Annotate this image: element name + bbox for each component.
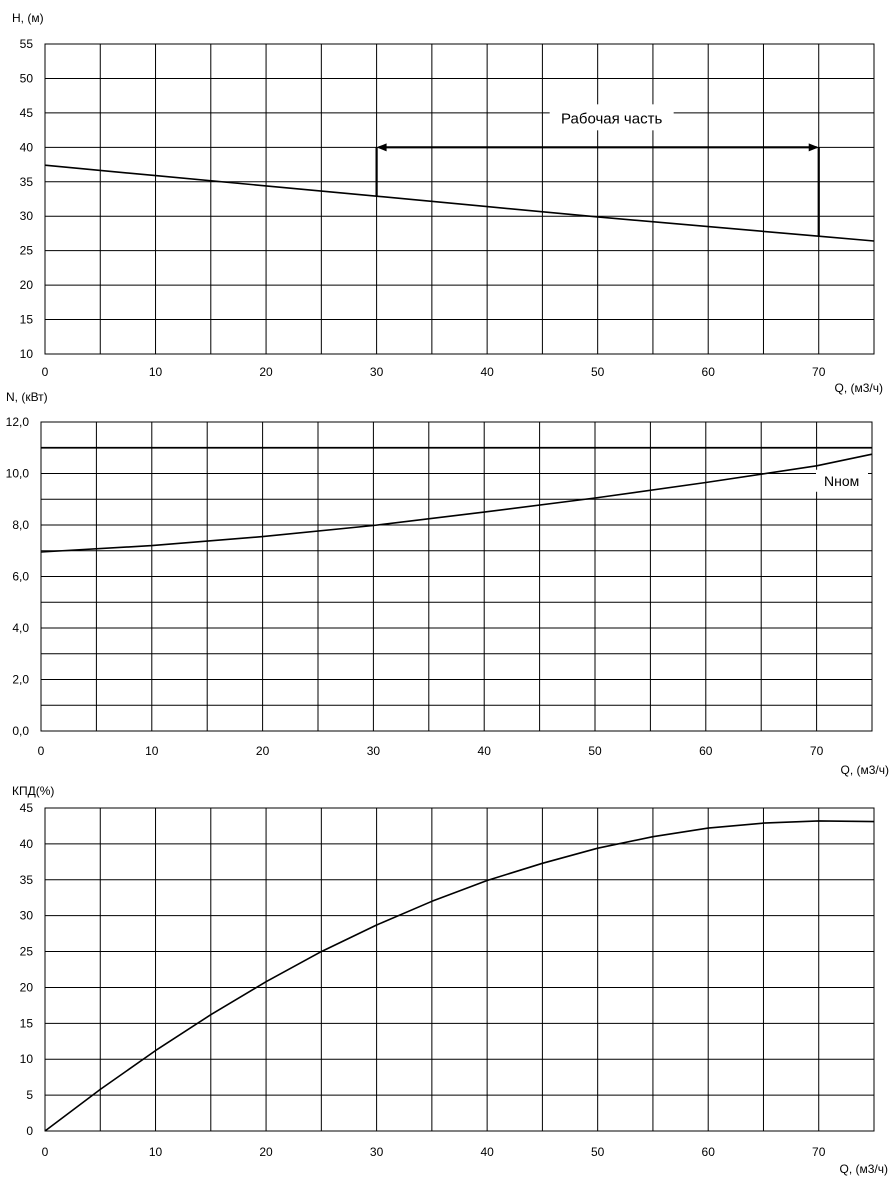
efficiency-chart-x-tick-label: 40 bbox=[480, 1145, 494, 1159]
head-chart-y-tick-label: 20 bbox=[20, 278, 34, 292]
efficiency-chart-y-tick-label: 45 bbox=[20, 801, 34, 815]
head-chart-y-tick-label: 25 bbox=[20, 244, 34, 258]
efficiency-chart-x-tick-label: 30 bbox=[370, 1145, 384, 1159]
power-chart-y-tick-label: 4,0 bbox=[12, 621, 29, 635]
efficiency-chart-y-tick-label: 15 bbox=[20, 1016, 34, 1030]
head-chart-curve bbox=[44, 164, 875, 242]
efficiency-chart-series bbox=[44, 820, 875, 1132]
head-chart-plot-frame bbox=[44, 43, 875, 355]
head-chart-x-tick-label: 30 bbox=[370, 365, 384, 379]
power-chart-plot-frame bbox=[40, 421, 873, 732]
efficiency-chart-x-tick-label: 0 bbox=[42, 1145, 49, 1159]
head-chart-y-tick-label: 15 bbox=[20, 313, 34, 327]
efficiency-chart-y-tick-label: 10 bbox=[20, 1052, 34, 1066]
power-chart-y-tick-label: 10,0 bbox=[6, 467, 30, 481]
efficiency-chart-x-tick-label: 20 bbox=[259, 1145, 273, 1159]
power-chart-ticks: 0 10 20 30 40 50 60 70 0,0 2,0 4,0 6,0 8,0 10,0 12,0 bbox=[6, 415, 824, 758]
efficiency-chart-x-tick-label: 10 bbox=[149, 1145, 163, 1159]
efficiency-chart-plot-frame bbox=[44, 807, 875, 1132]
working-range-label: Рабочая часть bbox=[561, 110, 662, 127]
head-chart-x-tick-label: 20 bbox=[259, 365, 273, 379]
power-chart-y-tick-label: 6,0 bbox=[12, 570, 29, 584]
power-chart-x-tick-label: 40 bbox=[478, 744, 492, 758]
head-chart-x-tick-label: 40 bbox=[480, 365, 494, 379]
power-chart-x-tick-label: 0 bbox=[38, 744, 45, 758]
head-chart-x-tick-label: 0 bbox=[42, 365, 49, 379]
efficiency-chart-y-tick-label: 0 bbox=[26, 1124, 33, 1138]
efficiency-chart-x-tick-label: 70 bbox=[812, 1145, 826, 1159]
power-chart-x-axis-title: Q, (м3/ч) bbox=[840, 763, 889, 777]
head-chart-y-tick-label: 35 bbox=[20, 175, 34, 189]
working-range-arrowhead-right bbox=[808, 143, 819, 152]
efficiency-chart-ticks: 0 10 20 30 40 50 60 70 0 5 10 15 20 25 30 35 40 45 bbox=[20, 801, 826, 1159]
power-chart-y-tick-label: 2,0 bbox=[12, 673, 29, 687]
power-chart: 0 10 20 30 40 50 60 70 0,0 2,0 4,0 6,0 8,0 10,0 12,0 N… bbox=[6, 390, 889, 777]
power-chart-y-tick-label: 12,0 bbox=[6, 415, 30, 429]
head-chart-x-axis-title: Q, (м3/ч) bbox=[834, 381, 883, 395]
power-chart-x-tick-label: 60 bbox=[699, 744, 713, 758]
head-chart-x-tick-label: 60 bbox=[702, 365, 716, 379]
head-chart-x-tick-label: 50 bbox=[591, 365, 605, 379]
power-chart-x-tick-label: 10 bbox=[145, 744, 159, 758]
nominal-power-label-background bbox=[816, 469, 868, 492]
power-chart-x-tick-label: 30 bbox=[367, 744, 381, 758]
head-chart-ticks: 0 10 20 30 40 50 60 70 10 15 20 25 30 35 40 45 50 55 bbox=[20, 37, 826, 379]
efficiency-chart-y-tick-label: 25 bbox=[20, 945, 34, 959]
efficiency-chart-y-tick-label: 35 bbox=[20, 873, 34, 887]
power-chart-x-tick-label: 70 bbox=[810, 744, 824, 758]
head-chart-series bbox=[44, 164, 875, 242]
working-range-arrowhead-left bbox=[376, 143, 387, 152]
nominal-power-label: Nном bbox=[824, 473, 859, 489]
efficiency-chart: 0 10 20 30 40 50 60 70 0 5 10 15 20 25 30 35 40 45 КПД(%)… bbox=[12, 784, 888, 1176]
head-chart-grid bbox=[45, 44, 874, 354]
power-chart-nominal: Nном bbox=[41, 446, 872, 492]
power-chart-x-tick-label: 20 bbox=[256, 744, 270, 758]
power-chart-curve bbox=[40, 453, 873, 553]
efficiency-chart-y-axis-title: КПД(%) bbox=[12, 784, 54, 798]
efficiency-chart-x-tick-label: 50 bbox=[591, 1145, 605, 1159]
efficiency-chart-x-tick-label: 60 bbox=[702, 1145, 716, 1159]
efficiency-chart-y-tick-label: 30 bbox=[20, 909, 34, 923]
power-chart-series bbox=[40, 453, 873, 553]
power-chart-y-axis-title: N, (кВт) bbox=[6, 390, 48, 404]
power-chart-y-tick-label: 0,0 bbox=[12, 724, 29, 738]
working-range-label-background bbox=[549, 104, 674, 131]
efficiency-chart-y-tick-label: 5 bbox=[26, 1088, 33, 1102]
efficiency-chart-curve bbox=[44, 820, 875, 1132]
head-chart-y-tick-label: 55 bbox=[20, 37, 34, 51]
efficiency-chart-grid bbox=[45, 808, 874, 1131]
head-chart-y-axis-title: H, (м) bbox=[12, 11, 44, 25]
head-chart-y-tick-label: 40 bbox=[20, 140, 34, 154]
efficiency-chart-y-tick-label: 40 bbox=[20, 837, 34, 851]
head-chart-x-tick-label: 10 bbox=[149, 365, 163, 379]
head-chart-y-tick-label: 30 bbox=[20, 209, 34, 223]
power-chart-y-tick-label: 8,0 bbox=[12, 518, 29, 532]
head-chart-y-tick-label: 10 bbox=[20, 347, 34, 361]
efficiency-chart-y-tick-label: 20 bbox=[20, 980, 34, 994]
head-chart-x-tick-label: 70 bbox=[812, 365, 826, 379]
power-chart-x-tick-label: 50 bbox=[588, 744, 602, 758]
head-chart-y-tick-label: 50 bbox=[20, 71, 34, 85]
power-chart-grid bbox=[41, 422, 872, 731]
head-chart: 0 10 20 30 40 50 60 70 10 15 20 25 30 35 40 45 50 55 Рабо… bbox=[12, 11, 883, 395]
efficiency-chart-x-axis-title: Q, (м3/ч) bbox=[839, 1162, 888, 1176]
head-chart-y-tick-label: 45 bbox=[20, 106, 34, 120]
head-chart-annotation: Рабочая часть bbox=[375, 104, 820, 237]
